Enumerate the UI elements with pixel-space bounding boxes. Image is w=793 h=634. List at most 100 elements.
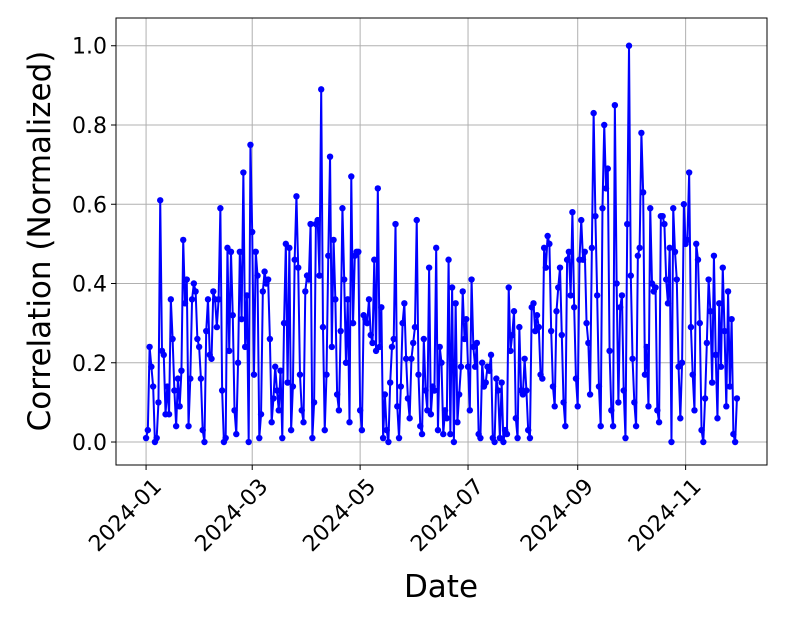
data-point <box>395 434 403 442</box>
data-point <box>431 387 438 394</box>
data-point <box>222 434 229 442</box>
data-point <box>148 363 155 370</box>
data-point <box>578 216 585 224</box>
data-point <box>473 339 481 347</box>
data-point <box>673 276 680 283</box>
data-point <box>339 205 346 212</box>
data-point <box>358 426 366 434</box>
data-point <box>365 296 373 303</box>
data-point <box>579 256 587 263</box>
data-point <box>406 415 413 422</box>
data-point <box>266 335 274 343</box>
data-point <box>616 304 624 311</box>
data-point <box>620 387 627 394</box>
data-point <box>208 355 215 362</box>
data-point <box>157 197 164 204</box>
data-point <box>236 248 244 256</box>
data-point <box>639 189 647 196</box>
data-point <box>723 403 730 410</box>
data-point <box>302 288 309 295</box>
data-point <box>440 430 447 438</box>
data-point <box>602 185 610 192</box>
data-point <box>328 343 336 351</box>
data-point <box>553 308 560 315</box>
data-point <box>249 228 256 236</box>
data-point <box>401 300 408 307</box>
data-point <box>436 343 443 351</box>
data-point <box>601 121 608 129</box>
data-point <box>385 438 392 446</box>
data-point <box>323 371 330 378</box>
y-axis-title: Correlation (Normalized) <box>22 51 58 432</box>
data-point <box>287 426 295 434</box>
data-point <box>581 248 588 256</box>
data-point <box>234 359 242 366</box>
data-point <box>687 323 695 331</box>
data-point <box>344 296 351 303</box>
data-point <box>420 335 428 343</box>
axes: 0.0 0.2 0.4 0.6 0.8 1.0 2024-01 2024-03 2024-05 2… <box>72 35 707 557</box>
data-point <box>698 426 705 434</box>
data-point <box>298 407 305 414</box>
data-point <box>482 379 489 386</box>
data-point <box>708 379 716 386</box>
x-tick-label: 2024-11 <box>624 474 707 557</box>
data-point <box>636 244 643 252</box>
data-point <box>678 359 686 366</box>
data-point <box>197 375 205 382</box>
data-point <box>376 343 383 351</box>
data-point <box>218 387 226 394</box>
data-point <box>721 327 728 335</box>
data-point <box>448 284 456 291</box>
data-point <box>356 407 364 414</box>
x-tick-label: 2024-09 <box>516 474 599 557</box>
data-point <box>231 407 238 414</box>
data-point <box>330 236 337 244</box>
data-point <box>409 339 417 347</box>
data-point <box>471 363 479 370</box>
data-point <box>551 403 558 410</box>
data-point <box>597 422 604 430</box>
data-point <box>165 411 173 418</box>
data-line <box>145 45 738 443</box>
data-point <box>549 383 557 390</box>
data-point <box>240 169 247 176</box>
data-point <box>666 244 673 252</box>
data-point <box>402 355 410 362</box>
data-point <box>717 363 725 370</box>
data-point <box>394 403 401 410</box>
data-point <box>477 434 484 442</box>
data-point <box>671 248 679 256</box>
data-point <box>427 411 435 418</box>
data-point <box>418 430 426 438</box>
data-point <box>434 426 442 434</box>
data-point <box>307 220 314 228</box>
data-point <box>369 339 376 347</box>
data-point <box>701 395 709 402</box>
data-point <box>655 419 663 426</box>
plot <box>142 42 741 446</box>
y-tick-label: 0.6 <box>72 193 107 218</box>
data-point <box>572 375 580 382</box>
x-tick-label: 2024-05 <box>298 474 381 557</box>
data-point <box>164 383 171 390</box>
data-point <box>705 276 712 283</box>
data-point <box>521 355 528 362</box>
data-point <box>268 419 275 426</box>
data-point <box>273 387 281 394</box>
data-point <box>555 284 562 291</box>
data-point <box>326 153 334 160</box>
data-point <box>160 351 167 359</box>
data-point <box>565 248 573 256</box>
data-point <box>558 331 565 339</box>
data-point <box>256 434 263 442</box>
data-point <box>335 407 343 414</box>
data-point <box>390 335 397 343</box>
data-point <box>457 363 465 370</box>
data-point <box>443 415 451 422</box>
data-point <box>176 403 183 410</box>
data-point <box>247 141 254 149</box>
data-point <box>386 379 394 386</box>
data-point <box>712 351 719 359</box>
